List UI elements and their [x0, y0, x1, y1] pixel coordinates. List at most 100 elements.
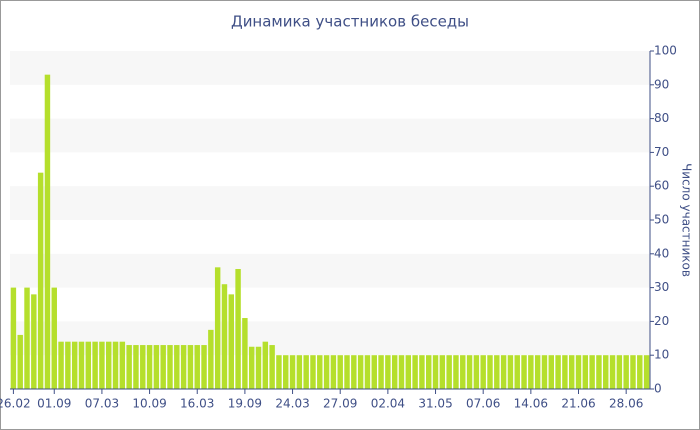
bar — [65, 341, 71, 389]
y-tick-label: 60 — [654, 179, 669, 193]
bar — [276, 355, 282, 389]
bar — [201, 345, 207, 389]
bar — [133, 345, 139, 389]
grid-band — [10, 186, 650, 220]
y-tick-label: 80 — [654, 111, 669, 125]
bar — [398, 355, 405, 389]
bar — [160, 345, 166, 389]
bar — [58, 341, 64, 389]
bar — [228, 294, 234, 389]
bar — [71, 341, 78, 389]
bar — [555, 355, 561, 389]
bar — [317, 355, 323, 389]
bar — [623, 355, 629, 389]
bar — [630, 355, 636, 389]
bar — [432, 355, 439, 389]
y-tick-label: 40 — [654, 246, 669, 260]
bar — [494, 355, 500, 389]
bar — [174, 345, 180, 389]
bar — [603, 355, 609, 389]
bar — [208, 329, 214, 389]
bar — [140, 345, 146, 389]
bar — [78, 341, 85, 389]
bar — [521, 355, 527, 389]
bar — [194, 345, 200, 389]
bar — [17, 334, 23, 389]
bar — [596, 355, 602, 389]
grid-band — [10, 51, 650, 85]
x-tick-label: 24.03 — [275, 397, 309, 411]
grid-band — [10, 118, 650, 153]
x-tick-label: 01.09 — [37, 397, 71, 411]
bar — [548, 355, 554, 389]
x-tick-label: 02.04 — [371, 397, 405, 411]
bar — [296, 355, 303, 389]
bar — [323, 355, 330, 389]
bar — [487, 355, 493, 389]
bar — [255, 346, 262, 389]
bar — [439, 355, 446, 389]
bar — [589, 355, 595, 389]
y-tick-label: 50 — [654, 213, 669, 227]
bar — [289, 355, 296, 389]
bar — [24, 287, 30, 389]
bar — [106, 341, 112, 389]
bar — [31, 294, 37, 389]
chart-title: Динамика участников беседы — [231, 13, 469, 31]
x-tick-label: 28.06 — [609, 397, 643, 411]
bar — [337, 355, 343, 389]
x-tick-label: 31.05 — [418, 397, 452, 411]
bar — [371, 355, 377, 389]
x-tick-label: 07.06 — [466, 397, 500, 411]
x-tick-label: 07.03 — [85, 397, 119, 411]
x-tick-label: 14.06 — [514, 397, 548, 411]
bar — [507, 355, 514, 389]
bar — [214, 267, 221, 389]
bar — [637, 355, 643, 389]
bar — [119, 341, 126, 389]
bar — [10, 287, 17, 389]
bar — [582, 355, 589, 389]
bar — [460, 355, 466, 389]
bar — [44, 74, 51, 389]
bar — [616, 355, 623, 389]
y-tick-label: 70 — [654, 145, 669, 159]
bar — [643, 355, 650, 389]
bar — [248, 346, 255, 389]
bar — [357, 355, 364, 389]
bar — [426, 355, 432, 389]
bar — [180, 345, 187, 389]
bar — [303, 355, 309, 389]
bar — [541, 355, 548, 389]
bar — [269, 345, 275, 389]
bar — [575, 355, 582, 389]
bar — [562, 355, 568, 389]
bar — [310, 355, 316, 389]
y-tick-label: 30 — [654, 280, 669, 294]
x-tick-label: 16.03 — [180, 397, 214, 411]
bar — [364, 355, 371, 389]
bar — [262, 341, 269, 389]
grid-band — [10, 253, 650, 288]
x-tick-label: 10.09 — [132, 397, 166, 411]
bar — [167, 345, 173, 389]
bar — [500, 355, 507, 389]
bar — [99, 341, 105, 389]
bar — [146, 345, 153, 389]
bar — [344, 355, 350, 389]
bar — [242, 318, 248, 389]
bar — [480, 355, 486, 389]
bar — [92, 341, 98, 389]
bar — [419, 355, 425, 389]
y-tick-label: 90 — [654, 77, 669, 91]
x-tick-label: 21.06 — [561, 397, 595, 411]
bar — [187, 345, 194, 389]
y-tick-label: 100 — [654, 44, 677, 58]
y-tick-label: 10 — [654, 348, 669, 362]
bar — [473, 355, 480, 389]
bar — [221, 284, 228, 389]
bar — [126, 345, 132, 389]
bar — [609, 355, 616, 389]
y-tick-label: 0 — [654, 382, 662, 396]
bar — [534, 355, 541, 389]
